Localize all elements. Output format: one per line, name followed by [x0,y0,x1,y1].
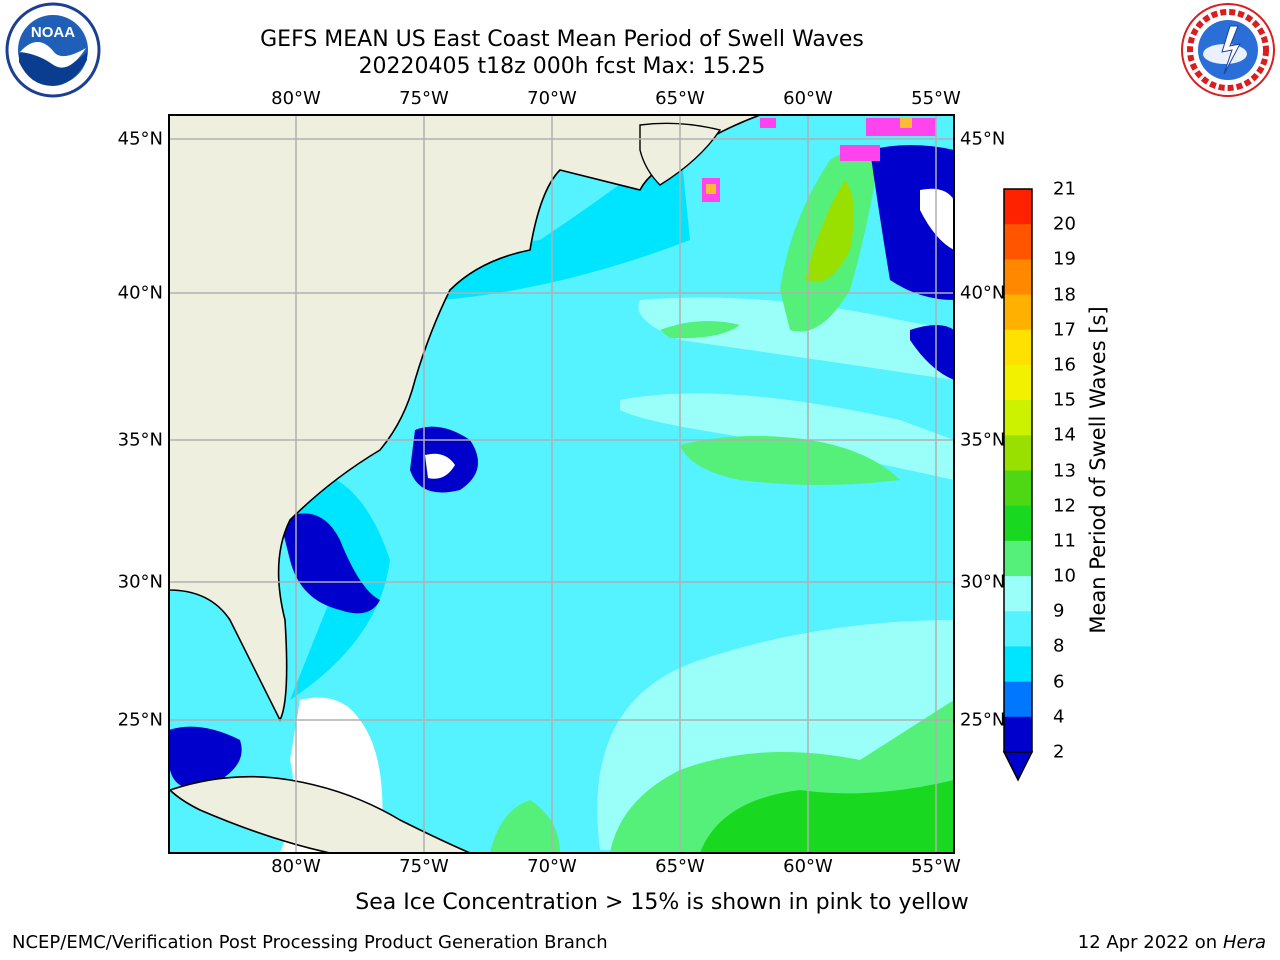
chart-subtitle: 20220405 t18z 000h fcst Max: 15.25 [358,54,766,79]
colorbar-tick-label: 14 [1053,424,1076,446]
ice-pink-grand-banks [840,145,880,161]
field-blue-georgia [280,513,380,614]
colorbar-title: Mean Period of Swell Waves [s] [1086,306,1110,634]
lat-tick-right: 45°N [960,128,1006,150]
lon-tick-top: 55°W [911,88,961,109]
footer-host: Hera [1222,932,1266,953]
graticule [169,115,954,853]
colorbar-band [1004,259,1032,296]
colorbar-band [1004,576,1032,612]
colorbar-band [1004,329,1032,366]
colorbar-tick-label: 16 [1053,354,1076,376]
colorbar-tick-label: 11 [1053,530,1076,552]
colorbar-band [1004,435,1032,471]
field-lime-northeast [805,180,854,282]
lon-tick-bottom: 70°W [527,856,577,877]
colorbar-band [1004,681,1032,718]
field-blue-gulf [169,726,242,790]
colorbar-extend-min-arrow [1002,751,1034,782]
nws-logo [1181,3,1275,97]
colorbar-band [1004,400,1032,436]
lat-tick-right: 40°N [960,282,1006,304]
lon-tick-top: 80°W [271,88,321,109]
colorbar-tick-label: 8 [1053,635,1065,657]
footer-date-text: 12 Apr 2022 on [1077,932,1223,953]
colorbar-band [1004,611,1032,647]
lat-tick-left: 25°N [117,709,163,731]
colorbar-tick-label: 15 [1053,389,1076,411]
field-green-caribbean [490,800,560,853]
lat-tick-left: 35°N [117,429,163,451]
colorbar-band [1004,189,1032,225]
lat-tick-right: 25°N [960,709,1006,731]
field-lightcyan-band1 [620,393,954,480]
nodata-northeast [920,188,954,250]
colorbar-tick-label: 21 [1053,178,1076,200]
lon-tick-bottom: 80°W [271,856,321,877]
colorbar-tick-label: 18 [1053,284,1076,306]
ice-orange-newfoundland [900,118,912,128]
footer-date: 12 Apr 2022 on Hera [1078,932,1266,953]
caption: Sea Ice Concentration > 15% is shown in … [355,890,969,915]
colorbar-tick-label: 13 [1053,460,1076,481]
ice-orange-sable [706,184,716,194]
field-blue-northeast [870,145,954,300]
field-green-mid [680,436,900,485]
lon-tick-bottom: 55°W [911,856,961,877]
nodata-hatteras [425,453,455,479]
lat-tick-right: 30°N [960,571,1006,593]
colorbar-tick-label: 12 [1053,495,1076,517]
lon-tick-top: 75°W [399,88,449,109]
noaa-logo: NOAA [5,2,101,98]
colorbar-band [1004,646,1032,683]
colorbar-band [1004,364,1032,401]
field-blue-east [910,325,954,380]
colorbar-tick-label: 6 [1053,671,1065,693]
field-darkgreen-south [700,780,954,853]
colorbar-band [1004,224,1032,260]
lon-tick-top: 65°W [655,88,705,109]
lat-tick-right: 35°N [960,429,1006,451]
lon-tick-bottom: 60°W [783,856,833,877]
colorbar-tick-label: 10 [1053,565,1076,587]
map-frame [168,114,955,854]
land-cuba [169,775,471,853]
colorbar-band [1004,716,1032,753]
chart-title: GEFS MEAN US East Coast Mean Period of S… [260,27,864,52]
lon-tick-bottom: 65°W [655,856,705,877]
lon-tick-bottom: 75°W [399,856,449,877]
colorbar [1004,189,1032,753]
lon-tick-top: 60°W [783,88,833,109]
ice-pink-gulf [760,118,776,128]
colorbar-band [1004,505,1032,542]
colorbar-tick-label: 4 [1053,706,1065,728]
colorbar-tick-label: 20 [1053,213,1076,235]
lon-tick-top: 70°W [527,88,577,109]
svg-text:NOAA: NOAA [31,24,75,41]
colorbar-band [1004,540,1032,577]
footer-credit: NCEP/EMC/Verification Post Processing Pr… [12,932,608,953]
colorbar-tick-label: 17 [1053,319,1076,341]
colorbar-frame [1003,188,1033,753]
colorbar-tick-label: 2 [1053,741,1065,763]
lat-tick-left: 30°N [117,571,163,593]
colorbar-band [1004,470,1032,507]
field-lightcyan-band2 [638,297,954,380]
colorbar-tick-label: 19 [1053,248,1076,270]
colorbar-tick-label: 9 [1053,600,1065,622]
lat-tick-left: 40°N [117,282,163,304]
lat-tick-left: 45°N [117,128,163,150]
colorbar-band [1004,294,1032,331]
